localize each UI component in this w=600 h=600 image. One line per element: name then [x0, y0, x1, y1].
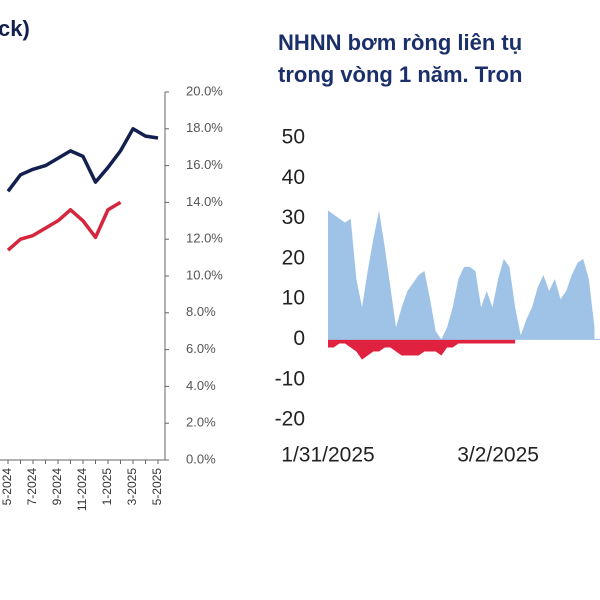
data-line	[6, 200, 122, 252]
y-tick-label: 4.0%	[186, 378, 216, 393]
y-tick-label: 10.0%	[186, 267, 223, 282]
data-area	[328, 210, 595, 340]
x-tick-label: 5-2024	[0, 468, 14, 506]
x-tick-label: 11-2024	[75, 468, 89, 511]
y-tick-label: 40	[282, 166, 305, 189]
y-tick-label: 8.0%	[186, 304, 216, 319]
y-tick-label: 30	[282, 206, 305, 229]
data-line	[6, 127, 159, 193]
y-tick-label: 10	[282, 287, 305, 310]
y-tick-label: 6.0%	[186, 341, 216, 356]
x-tick-label: 5-2025	[150, 468, 164, 506]
x-tick-label: 3/2/2025	[457, 444, 539, 467]
y-tick-label: -20	[275, 408, 305, 431]
y-tick-label: 2.0%	[186, 415, 216, 430]
y-tick-label: 16.0%	[186, 157, 223, 172]
y-tick-label: 14.0%	[186, 194, 223, 209]
y-tick-label: 20.0%	[186, 83, 223, 98]
data-area	[328, 339, 516, 360]
x-tick-label: 9-2024	[50, 468, 64, 506]
x-tick-label: 3-2025	[125, 468, 139, 506]
y-tick-label: 0	[293, 327, 305, 350]
right-title: trong vòng 1 năm. Tron	[278, 62, 522, 87]
y-tick-label: 50	[282, 126, 305, 149]
x-tick-label: 1-2025	[100, 468, 114, 506]
right-title: NHNN bơm ròng liên tụ	[278, 30, 522, 55]
y-tick-label: -10	[275, 367, 305, 390]
x-tick-label: 1/31/2025	[281, 444, 374, 467]
y-tick-label: 12.0%	[186, 231, 223, 246]
x-tick-label: 7-2024	[25, 468, 39, 506]
y-tick-label: 0.0%	[186, 451, 216, 466]
y-tick-label: 20	[282, 246, 305, 269]
left-title: ck)	[0, 16, 30, 41]
y-tick-label: 18.0%	[186, 120, 223, 135]
